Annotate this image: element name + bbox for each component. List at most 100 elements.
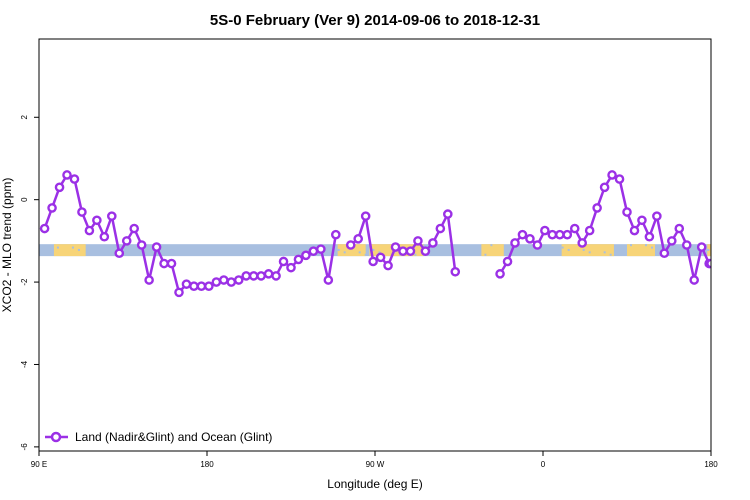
legend: Land (Nadir&Glint) and Ocean (Glint) [45,430,272,444]
data-point [637,215,647,226]
data-point [330,229,341,240]
data-point [495,269,505,279]
data-point [92,215,102,226]
x-axis: 90 E 180 90 W 0 180 [31,451,718,469]
data-point [659,248,670,259]
reference-band-land [53,244,86,257]
band-speckle [343,251,346,254]
y-tick-label: 2 [20,115,29,120]
series-line [349,214,375,262]
data-point [248,271,259,281]
data-point [390,242,401,252]
data-point [323,275,334,285]
data-point [293,254,304,265]
data-point [316,244,326,254]
data-point [308,246,319,256]
data-point [644,231,655,242]
data-point [547,229,558,240]
data-point [689,275,700,285]
data-point [584,225,595,236]
data-point [54,182,65,193]
data-point [555,229,565,240]
chart-title: 5S-0 February (Ver 9) 2014-09-06 to 2018… [210,12,540,29]
data-point [525,234,535,244]
band-speckle [603,251,606,254]
x-tick-label: 90 W [366,460,385,469]
data-point [607,170,617,180]
data-point [121,236,132,246]
data-point [196,281,207,292]
data-point [353,234,364,244]
data-point [577,238,588,248]
data-point [136,240,147,250]
data-point [47,203,57,213]
data-point [398,246,408,256]
data-point [256,271,266,281]
data-point [159,258,169,269]
x-tick-label: 90 E [31,460,47,469]
band-speckle [484,253,487,256]
data-point [278,256,289,267]
plot-mask [711,0,750,500]
data-point [226,277,237,287]
data-point [667,236,677,246]
band-speckle [71,246,74,249]
band-speckle [358,251,361,254]
data-point [301,250,311,261]
data-point [435,223,446,234]
y-axis: 2 0 -2 -4 -6 [20,115,39,451]
data-point [652,211,662,221]
data-point [211,277,222,287]
data-point [540,225,550,236]
band-speckle [651,246,653,249]
band-speckle [364,253,367,256]
data-point [696,242,707,252]
x-tick-label: 0 [541,460,546,469]
data-point [129,223,139,234]
data-point [442,209,453,219]
data-point [450,266,461,277]
data-point [174,287,184,298]
data-point [77,207,87,217]
data-point [218,275,229,285]
y-tick-label: 0 [20,197,29,202]
data-point [502,256,513,267]
band-speckle [609,253,612,256]
data-point [510,238,520,248]
reference-band-land [337,244,366,257]
reference-band-land [627,244,655,257]
band-speckle [414,253,417,256]
band-speckle [337,248,340,251]
band-speckle [645,244,647,247]
data-point [189,281,199,292]
data-point [263,269,274,279]
plot-mask [0,0,39,500]
reference-band-land [561,244,614,257]
data-point [107,211,117,221]
data-point [286,262,296,273]
data-point [674,223,685,234]
band-speckle [77,248,80,251]
data-point [233,275,244,285]
data-point [144,275,154,285]
data-point [420,246,431,256]
y-tick-label: -6 [20,443,29,451]
data-point [204,281,214,292]
data-point [241,271,251,281]
y-tick-label: -4 [20,360,29,368]
band-speckle [582,248,585,251]
data-point [592,203,602,213]
band-speckle [707,248,710,251]
x-tick-label: 180 [704,460,718,469]
data-point [517,229,528,240]
data-point [562,229,573,240]
data-point [62,170,72,180]
data-point [151,242,162,252]
data-point [166,258,177,269]
data-point [271,271,281,281]
legend-marker [50,431,62,443]
x-axis-label: Longitude (deg E) [327,477,422,491]
data-point [345,240,356,250]
x-tick-label: 180 [200,460,214,469]
